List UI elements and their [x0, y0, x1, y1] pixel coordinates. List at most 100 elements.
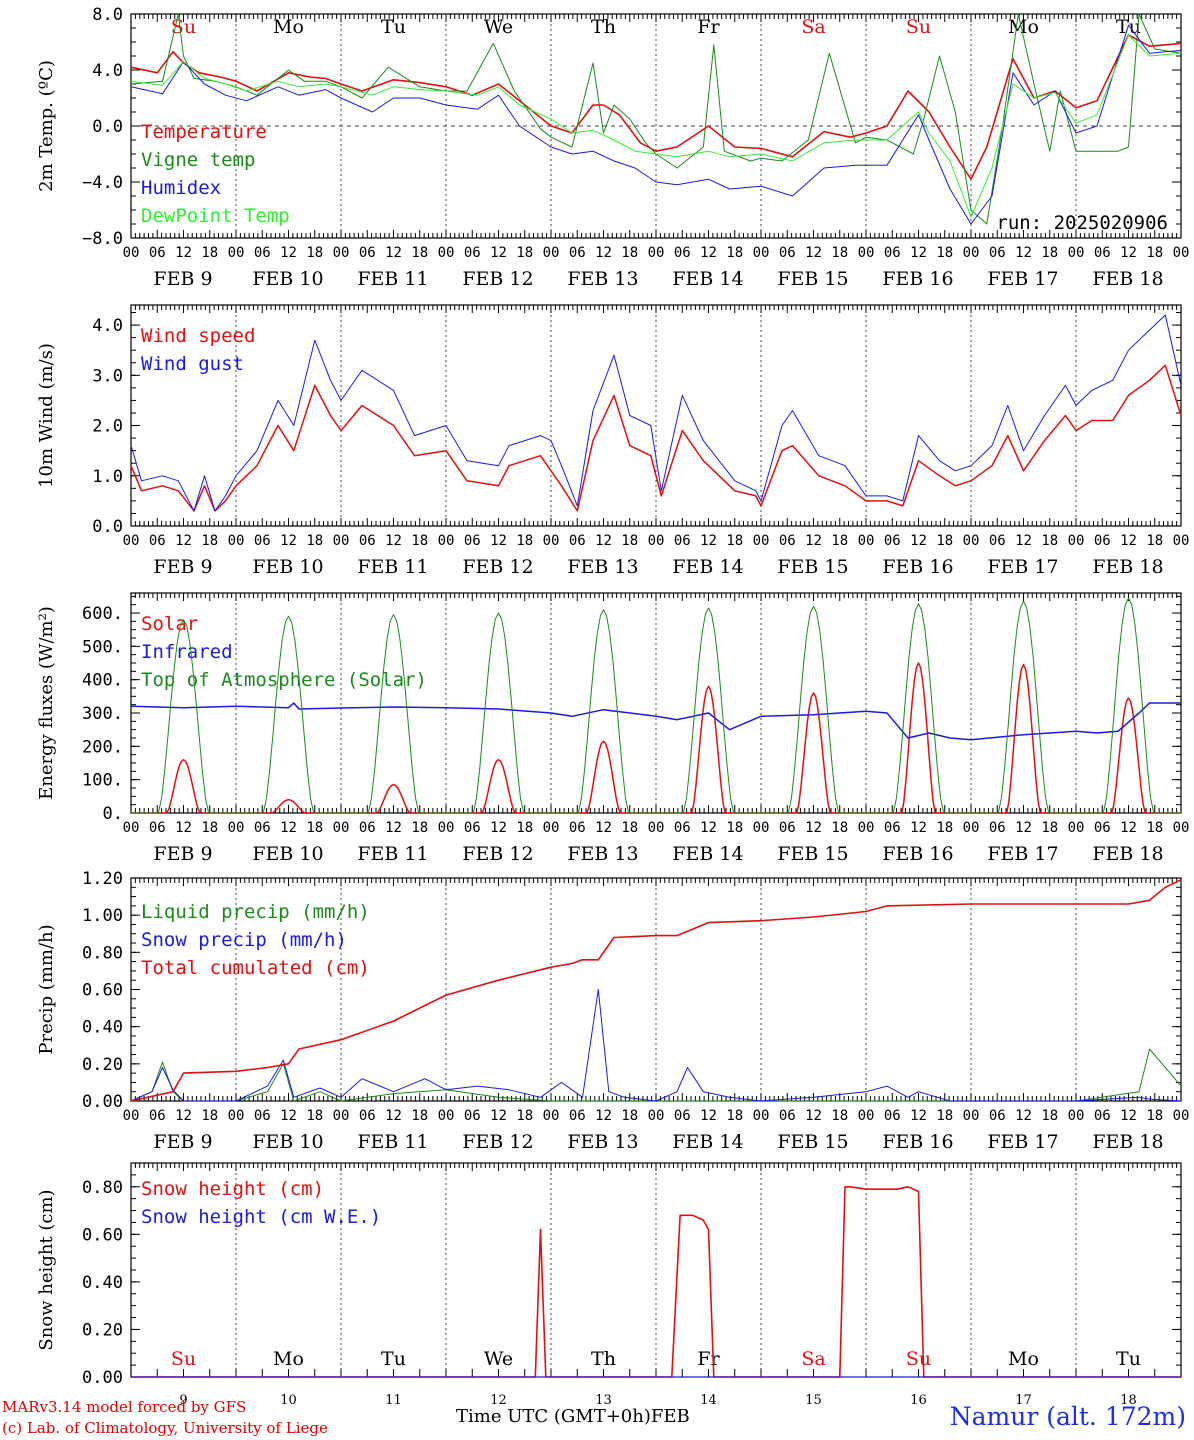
x-date-label: FEB 13 [567, 556, 638, 578]
x-hour-label: 00 [228, 1108, 245, 1124]
x-hour-label: 12 [1015, 533, 1032, 549]
x-date-label: FEB 16 [882, 556, 953, 578]
x-hour-label: 06 [254, 1108, 271, 1124]
x-hour-label: 18 [411, 533, 428, 549]
x-hour-label: 18 [411, 245, 428, 261]
x-date-label: FEB 17 [987, 268, 1058, 290]
x-hour-label: 12 [175, 245, 192, 261]
day-abbr-label: Su [171, 1348, 196, 1370]
x-date-label: FEB 10 [252, 556, 323, 578]
x-hour-label: 00 [543, 820, 560, 836]
x-date-label: FEB 15 [777, 843, 848, 865]
x-hour-label: 06 [464, 1108, 481, 1124]
legend-entry: Solar [141, 613, 198, 635]
legend-entry: Infrared [141, 641, 233, 663]
x-hour-label: 12 [175, 820, 192, 836]
x-hour-label: 18 [516, 245, 533, 261]
x-date-label: FEB 12 [462, 1131, 533, 1153]
x-hour-label: 18 [1041, 1108, 1058, 1124]
x-hour-label: 18 [726, 820, 743, 836]
day-abbr-label: Mo [273, 16, 304, 38]
x-hour-label: 06 [254, 820, 271, 836]
y-tick-label: 0.0 [92, 517, 123, 537]
x-hour-label: 06 [674, 245, 691, 261]
day-abbr-label: Tu [381, 16, 406, 38]
x-hour-label: 00 [1173, 533, 1190, 549]
x-hour-label: 12 [700, 1108, 717, 1124]
day-abbr-label: Fr [697, 16, 720, 38]
x-hour-label: 06 [1094, 533, 1111, 549]
x-hour-label: 18 [306, 820, 323, 836]
x-axis-title: Time UTC (GMT+0h)FEB [456, 1406, 690, 1427]
x-hour-label: 00 [228, 245, 245, 261]
legend-entry: Vigne temp [141, 149, 255, 171]
x-hour-label: 06 [674, 1108, 691, 1124]
x-hour-label: 00 [963, 1108, 980, 1124]
x-hour-label: 12 [385, 820, 402, 836]
x-hour-label: 18 [411, 820, 428, 836]
x-hour-label: 12 [700, 245, 717, 261]
x-hour-label: 12 [280, 1108, 297, 1124]
x-hour-label: 06 [569, 245, 586, 261]
x-hour-label: 18 [936, 533, 953, 549]
x-hour-label: 00 [543, 533, 560, 549]
x-hour-label: 06 [359, 1108, 376, 1124]
y-axis-label: 2m Temp. (ºC) [36, 60, 57, 192]
x-hour-label: 00 [438, 820, 455, 836]
x-day-number: 14 [700, 1393, 717, 1408]
x-hour-label: 00 [753, 1108, 770, 1124]
x-axis-label: Time UTC (GMT+0h) [456, 1406, 651, 1427]
y-tick-label: 0.80 [82, 943, 123, 963]
day-abbr-label: Th [591, 1348, 616, 1370]
x-hour-label: 12 [805, 245, 822, 261]
y-tick-label: 3.0 [92, 366, 123, 386]
x-date-label: FEB 17 [987, 556, 1058, 578]
x-hour-label: 00 [438, 1108, 455, 1124]
x-hour-label: 06 [989, 820, 1006, 836]
x-date-label: FEB 15 [777, 556, 848, 578]
x-hour-label: 12 [1015, 820, 1032, 836]
x-hour-label: 18 [201, 820, 218, 836]
x-hour-label: 18 [831, 820, 848, 836]
x-hour-label: 18 [621, 533, 638, 549]
y-tick-label: 0.00 [82, 1092, 123, 1112]
x-hour-label: 12 [595, 820, 612, 836]
x-date-label: FEB 15 [777, 268, 848, 290]
x-date-label: FEB 18 [1092, 1131, 1163, 1153]
x-hour-label: 12 [1120, 1108, 1137, 1124]
x-date-label: FEB 14 [672, 843, 743, 865]
x-hour-label: 12 [1015, 245, 1032, 261]
day-abbr-label: Fr [697, 1348, 720, 1370]
x-hour-label: 06 [254, 533, 271, 549]
x-hour-label: 12 [910, 245, 927, 261]
x-date-label: FEB 18 [1092, 556, 1163, 578]
x-hour-label: 12 [385, 245, 402, 261]
x-hour-label: 00 [858, 1108, 875, 1124]
series-line-humidex [130, 24, 1182, 225]
x-hour-label: 00 [858, 820, 875, 836]
x-hour-label: 12 [490, 245, 507, 261]
x-day-number: 9 [179, 1393, 187, 1408]
y-axis-label: Energy fluxes (W/m²) [36, 606, 57, 800]
x-hour-label: 00 [753, 820, 770, 836]
x-date-label: FEB 14 [672, 268, 743, 290]
x-day-number: 13 [595, 1393, 612, 1408]
y-tick-label: −8.0 [82, 229, 123, 249]
x-hour-label: 12 [175, 533, 192, 549]
y-axis-label: Snow height (cm) [36, 1189, 57, 1350]
x-hour-label: 18 [936, 1108, 953, 1124]
x-hour-label: 06 [674, 533, 691, 549]
x-hour-label: 18 [621, 820, 638, 836]
x-date-label: FEB 9 [153, 268, 212, 290]
x-date-label: FEB 11 [357, 843, 428, 865]
x-hour-label: 06 [359, 533, 376, 549]
x-hour-label: 00 [123, 245, 140, 261]
x-hour-label: 18 [1041, 820, 1058, 836]
x-hour-label: 06 [464, 820, 481, 836]
x-hour-label: 12 [805, 1108, 822, 1124]
x-hour-label: 00 [1068, 245, 1085, 261]
series-line-wind-gust [130, 314, 1182, 512]
x-date-label: FEB 10 [252, 1131, 323, 1153]
x-hour-label: 06 [884, 820, 901, 836]
x-hour-label: 06 [464, 245, 481, 261]
